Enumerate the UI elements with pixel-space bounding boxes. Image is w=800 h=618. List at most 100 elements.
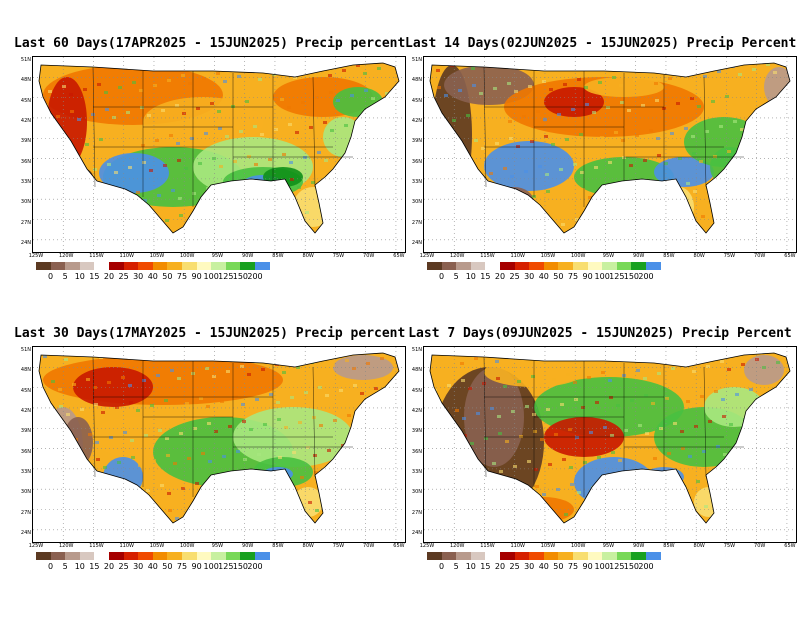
precip-speckle [161, 109, 165, 112]
precip-speckle [366, 362, 370, 365]
precip-speckle [487, 117, 491, 120]
precip-speckle [70, 523, 74, 526]
precip-speckle [693, 190, 697, 193]
precip-speckle [570, 483, 574, 486]
precip-speckle [197, 537, 201, 540]
precip-speckle [471, 67, 475, 70]
precip-speckle [290, 396, 294, 399]
precip-speckle [645, 432, 649, 435]
precip-speckle [571, 108, 575, 111]
precip-speckle [301, 101, 305, 104]
lat-label: 45N [411, 97, 422, 104]
precip-speckle [667, 452, 671, 455]
panel-7-day: Last 7 Days(09JUN2025 - 15JUN2025) Preci… [405, 326, 797, 596]
lon-label: 100W [570, 543, 586, 549]
precip-speckle [87, 198, 91, 201]
precip-speckle [764, 203, 768, 206]
precip-speckle [612, 76, 616, 79]
precip-speckle [560, 403, 564, 406]
precip-speckle [151, 224, 155, 227]
lon-label: 75W [723, 253, 736, 259]
precip-speckle [106, 146, 110, 149]
precip-speckle [474, 139, 478, 142]
precip-speckle [163, 164, 167, 167]
precip-speckle [190, 137, 194, 140]
precip-speckle [664, 162, 668, 165]
precip-speckle [125, 486, 129, 489]
precip-speckle [54, 60, 58, 63]
map-svg [424, 57, 796, 252]
precip-speckle [485, 63, 489, 65]
lat-label: 27N [20, 219, 31, 226]
precip-speckle [95, 441, 99, 444]
precip-speckle [759, 468, 763, 471]
precip-region [484, 141, 574, 191]
precip-speckle [180, 57, 184, 60]
precip-speckle [387, 147, 391, 150]
precip-speckle [728, 188, 732, 191]
precip-speckle [278, 238, 282, 241]
precip-speckle [619, 84, 623, 87]
precip-speckle [288, 536, 292, 539]
precip-speckle [334, 239, 338, 242]
precip-speckle [705, 130, 709, 133]
precip-speckle [469, 207, 473, 210]
panel-60-day: Last 60 Days(17APR2025 - 15JUN2025) Prec… [14, 36, 406, 306]
legend-swatch [50, 552, 66, 560]
precip-speckle [529, 515, 533, 518]
state-boundary [92, 66, 96, 188]
precip-speckle [184, 167, 188, 170]
precip-speckle [788, 496, 790, 499]
legend-label: 90 [582, 562, 593, 571]
precip-speckle [375, 207, 379, 210]
precip-speckle [309, 126, 313, 129]
precip-speckle [536, 523, 540, 526]
precip-speckle [194, 247, 198, 250]
precip-speckle [515, 520, 519, 523]
precip-speckle [288, 123, 292, 126]
precip-speckle [130, 221, 134, 224]
precip-speckle [698, 535, 702, 538]
precip-speckle [385, 92, 389, 95]
precip-speckle [635, 134, 639, 137]
legend-swatch [196, 552, 212, 560]
precip-speckle [169, 353, 173, 355]
precip-speckle [183, 347, 187, 350]
precip-speckle [470, 442, 474, 445]
lat-label: 27N [20, 509, 31, 516]
precip-speckle [108, 201, 112, 204]
legend-label: 125 [218, 562, 234, 571]
precip-speckle [683, 502, 687, 505]
precip-speckle [558, 348, 562, 351]
precip-speckle [269, 393, 273, 396]
precip-speckle [348, 234, 352, 237]
precip-speckle [700, 395, 704, 398]
precip-speckle [548, 463, 552, 466]
precip-speckle [564, 513, 568, 516]
precip-speckle [757, 413, 761, 416]
legend-swatch [196, 262, 212, 270]
precip-speckle [154, 514, 158, 517]
precip-speckle [267, 533, 271, 536]
precip-speckle [292, 233, 296, 236]
precip-speckle [771, 211, 775, 214]
state-boundary [92, 356, 96, 478]
precip-speckle [449, 439, 453, 442]
lon-label: 95W [211, 543, 224, 549]
precip-speckle [512, 230, 516, 233]
precip-speckle [679, 392, 683, 395]
legend-label: 200 [638, 562, 654, 571]
precip-speckle [364, 502, 368, 505]
precip-speckle [434, 209, 438, 212]
precip-speckle [86, 378, 90, 381]
precip-speckle [68, 468, 72, 471]
precip-speckle [165, 437, 169, 440]
lat-label: 48N [411, 367, 422, 374]
precip-speckle [72, 383, 76, 386]
precip-speckle [195, 482, 199, 485]
precip-speckle [552, 378, 556, 381]
precip-speckle [711, 100, 715, 103]
precip-speckle [41, 495, 45, 498]
precip-speckle [251, 483, 255, 486]
precip-speckle [333, 419, 337, 422]
